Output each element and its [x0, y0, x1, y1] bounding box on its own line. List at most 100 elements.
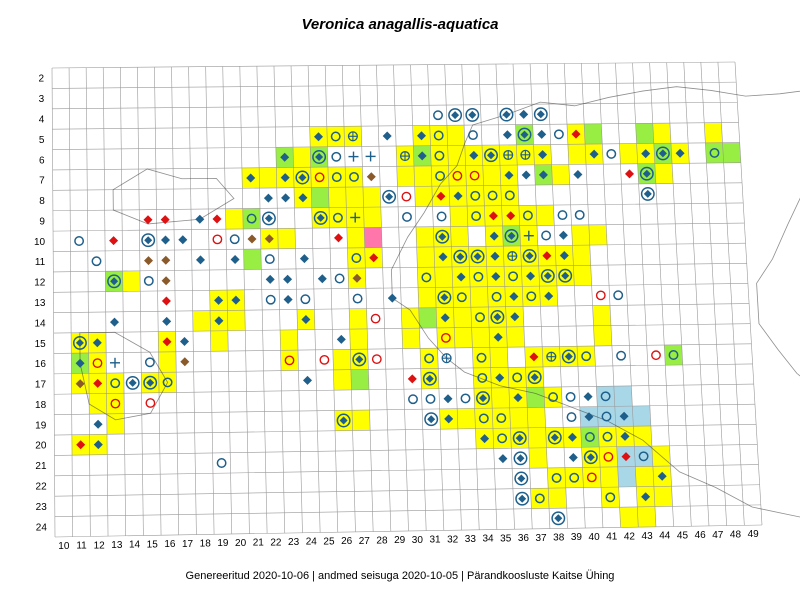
marker-diamond-brown [247, 234, 257, 244]
marker-diamond-brown [180, 357, 190, 367]
marker-circle-blue [162, 377, 173, 388]
grid-cell-41-10 [588, 224, 608, 246]
grid-cell-41-22 [600, 466, 619, 488]
grid-cell-26-16 [332, 349, 351, 370]
marker-diamond-blue [583, 392, 593, 402]
marker-target [515, 491, 530, 506]
marker-diamond-red [529, 352, 539, 362]
marker-circle-red [586, 472, 597, 483]
marker-diamond-blue [641, 149, 651, 159]
marker-target [336, 413, 351, 428]
marker-diamond-red [109, 236, 119, 246]
column-label: 45 [677, 530, 689, 541]
grid-cell-34-17 [473, 367, 492, 389]
marker-circle-blue [606, 148, 617, 159]
grid-cell-39-7 [551, 164, 570, 185]
grid-cell-27-14 [349, 308, 368, 330]
grid-line-vertical [290, 65, 303, 533]
marker-circle-blue [330, 131, 341, 142]
column-label: 20 [235, 538, 247, 549]
grid-cell-40-22 [582, 467, 602, 488]
marker-diamond-blue [110, 317, 119, 327]
marker-diamond-blue [180, 337, 189, 346]
marker-circle-blue [709, 147, 720, 158]
row-label: 6 [39, 155, 45, 166]
marker-diamond-red [161, 296, 171, 306]
marker-circle-blue [216, 458, 227, 468]
marker-circle-blue [436, 211, 447, 222]
grid-cell-41-5 [584, 123, 603, 145]
row-label: 7 [39, 176, 45, 187]
grid-cell-26-17 [333, 369, 352, 391]
marker-diamond-blue [589, 149, 599, 159]
grid-line-vertical [393, 64, 409, 532]
grid-line-vertical [598, 63, 621, 528]
column-label: 27 [359, 536, 371, 547]
grid-cell-31-13 [418, 287, 437, 308]
marker-diamond-blue [490, 251, 500, 261]
grid-lines [51, 61, 763, 538]
column-label: 34 [482, 534, 494, 545]
row-label: 2 [39, 74, 45, 85]
marker-diamond-blue [513, 393, 523, 403]
grid-cell-35-7 [482, 165, 501, 186]
grid-cell-37-9 [518, 205, 537, 226]
marker-diamond-blue [538, 150, 548, 160]
marker-circle-cross [507, 251, 518, 262]
column-label: 10 [58, 541, 70, 552]
marker-circle-blue [508, 271, 519, 282]
marker-circle-blue [460, 393, 471, 404]
grid-line-vertical [376, 65, 392, 532]
marker-diamond-blue [641, 492, 651, 502]
marker-target [527, 370, 542, 385]
marker-circle-red [603, 451, 614, 462]
marker-circle-blue [638, 451, 649, 462]
marker-circle-red [401, 191, 412, 202]
grid-line-vertical [222, 66, 233, 535]
row-label: 13 [34, 298, 46, 309]
marker-circle-blue [541, 230, 552, 241]
island-outline [112, 168, 235, 225]
grid-cell-23-10 [277, 228, 296, 249]
column-label: 41 [606, 532, 618, 543]
marker-diamond-blue [387, 293, 397, 303]
column-label: 30 [412, 535, 424, 546]
marker-circle-blue [349, 171, 359, 182]
occurrence-markers [72, 107, 720, 526]
marker-circle-blue [144, 357, 155, 368]
column-label: 11 [76, 541, 87, 552]
marker-diamond-blue [265, 274, 275, 284]
grid-cell-31-8 [414, 186, 433, 207]
marker-diamond-blue [283, 274, 293, 284]
marker-target [470, 249, 485, 264]
grid-cell-32-12 [434, 266, 453, 288]
grid-cell-43-24 [637, 506, 656, 528]
grid-cell-26-7 [327, 166, 346, 188]
marker-circle-blue [526, 291, 537, 302]
marker-target [640, 186, 655, 201]
marker-circle-blue [668, 350, 679, 360]
grid-cell-40-11 [572, 245, 591, 266]
grid-cell-23-16 [280, 350, 299, 371]
marker-circle-blue [425, 393, 436, 404]
marker-target [540, 268, 555, 283]
marker-circle-blue [110, 378, 121, 389]
column-label: 32 [447, 534, 459, 545]
grid-cell-38-22 [547, 467, 566, 489]
column-label: 43 [642, 531, 654, 542]
grid-line-horizontal [51, 61, 736, 69]
marker-diamond-blue [558, 230, 568, 240]
grid-line-horizontal [53, 303, 750, 313]
marker-target [141, 233, 156, 248]
column-label: 46 [695, 530, 707, 541]
grid-line-vertical [427, 64, 445, 531]
marker-circle-blue [402, 211, 412, 222]
marker-diamond-red [506, 211, 516, 221]
grid-cell-21-9 [242, 208, 261, 229]
grid-line-vertical [461, 64, 480, 530]
marker-circle-blue [334, 273, 345, 284]
grid-line-vertical [171, 66, 180, 535]
marker-circle-blue [566, 412, 577, 423]
marker-diamond-blue [161, 235, 170, 245]
marker-target [107, 274, 122, 289]
